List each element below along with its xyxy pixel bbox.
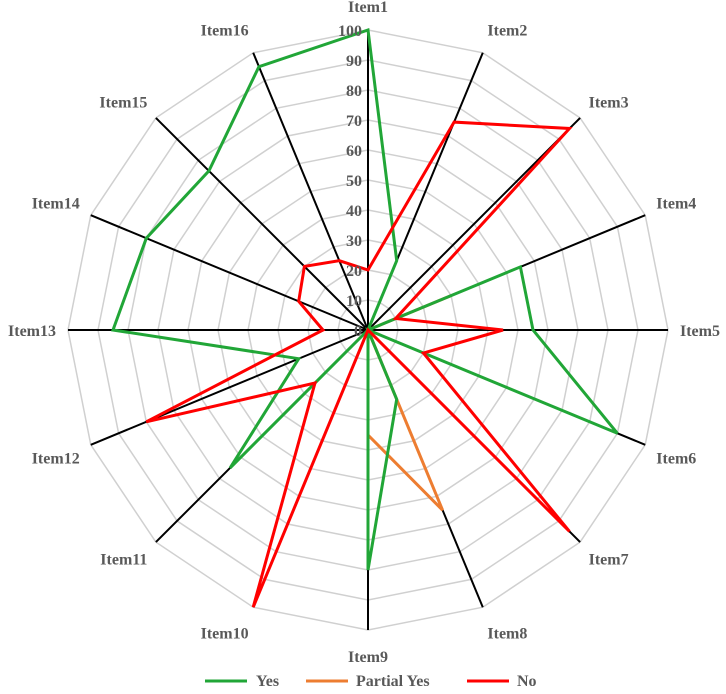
category-label: Item6 <box>656 450 696 467</box>
category-label: Item8 <box>487 625 527 642</box>
tick-label: 40 <box>346 203 362 220</box>
category-label-layer: Item1 Item2 Item3 Item4 Item5 Item6 Item7 Item8… <box>8 0 720 666</box>
axis-spoke <box>90 329 369 446</box>
category-label: Item7 <box>589 552 629 569</box>
tick-label: 0 <box>354 323 362 340</box>
tick-label: 50 <box>346 173 362 190</box>
category-label: Item13 <box>8 323 56 340</box>
category-label: Item10 <box>201 625 249 642</box>
category-label: Item15 <box>99 94 147 111</box>
category-label: Item11 <box>100 552 147 569</box>
tick-label: 70 <box>346 113 362 130</box>
category-label: Item3 <box>589 94 629 111</box>
legend: Yes Partial Yes No <box>205 673 537 690</box>
tick-label: 80 <box>346 83 362 100</box>
axis-spoke <box>367 117 581 331</box>
series-line-yes <box>110 27 619 571</box>
tick-label: 10 <box>346 293 362 310</box>
legend-label: Partial Yes <box>356 673 430 690</box>
series-line-no <box>145 120 573 608</box>
tick-label: 20 <box>346 263 362 280</box>
legend-label: No <box>517 673 537 690</box>
category-label: Item5 <box>680 323 720 340</box>
axis-spoke <box>155 117 369 331</box>
category-label: Item1 <box>348 0 388 16</box>
category-label: Item16 <box>201 23 249 40</box>
tick-label-layer: 0 10 20 30 40 50 60 70 80 90 100 <box>338 23 362 340</box>
tick-label: 30 <box>346 233 362 250</box>
category-label: Item14 <box>32 196 80 213</box>
axis-spoke <box>252 52 369 331</box>
category-label: Item4 <box>656 196 696 213</box>
tick-label: 90 <box>346 53 362 70</box>
series-layer <box>110 27 619 608</box>
legend-label: Yes <box>256 673 279 690</box>
tick-label: 100 <box>338 23 362 40</box>
category-label: Item2 <box>487 23 527 40</box>
axis-spoke <box>90 214 369 331</box>
category-label: Item9 <box>348 649 388 666</box>
tick-label: 60 <box>346 143 362 160</box>
category-label: Item12 <box>32 450 80 467</box>
